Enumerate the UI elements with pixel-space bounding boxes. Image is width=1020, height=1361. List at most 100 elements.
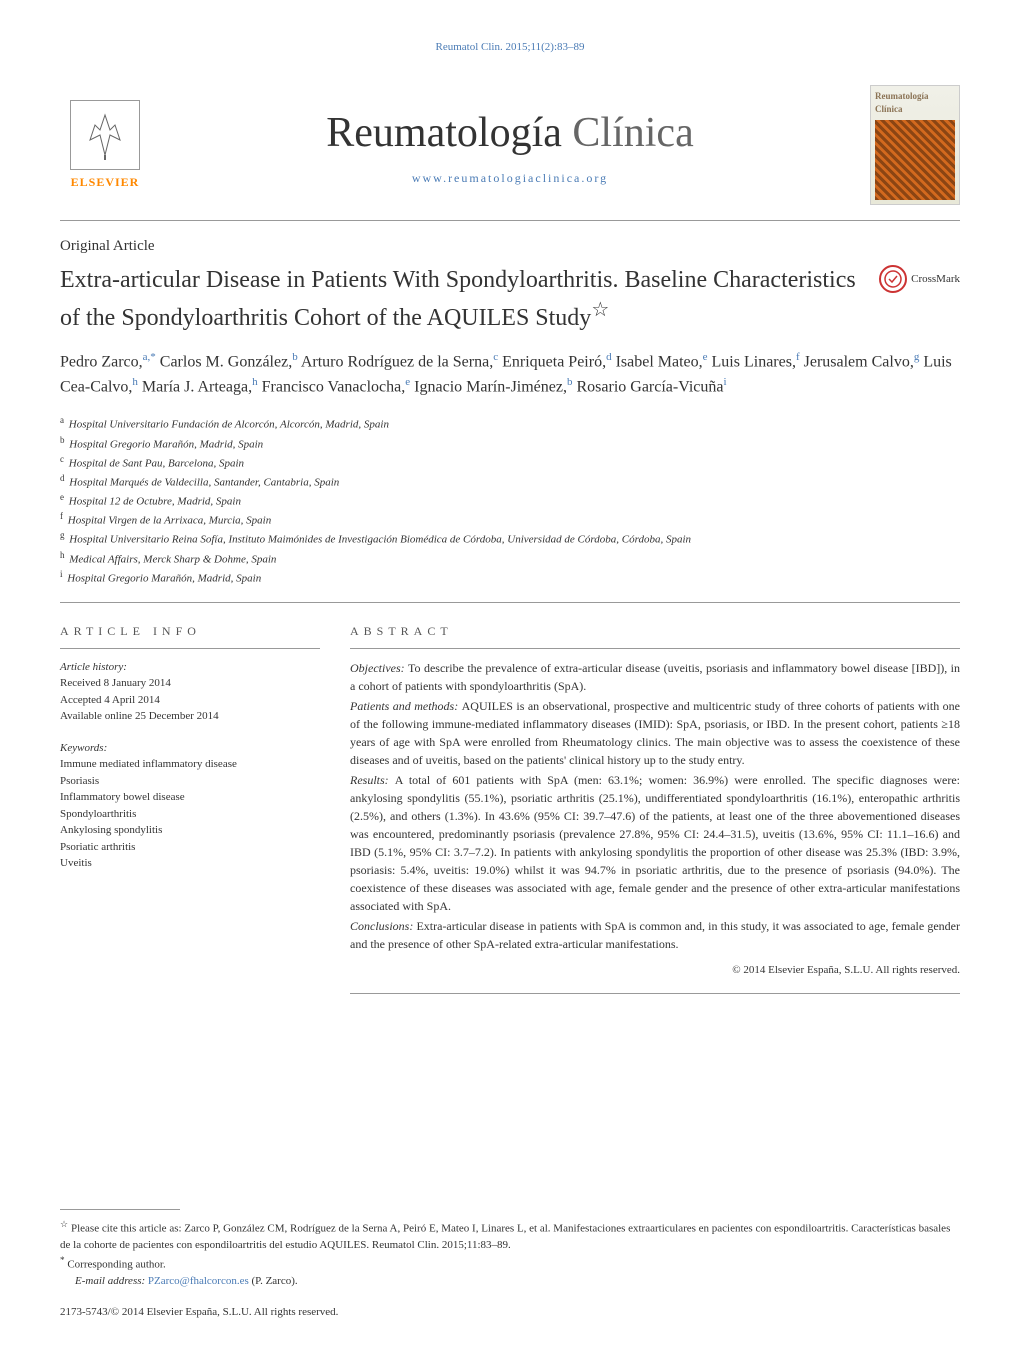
journal-title-sub: Clínica	[572, 110, 693, 156]
author: Ignacio Marín-Jiménez,	[414, 378, 567, 395]
abstract-end-divider	[350, 993, 960, 994]
authors-list: Pedro Zarco,a,* Carlos M. González,b Art…	[60, 349, 960, 400]
affiliation: d Hospital Marqués de Valdecilla, Santan…	[60, 472, 960, 491]
affil-label: c	[60, 454, 64, 464]
affil-label: d	[60, 473, 65, 483]
affil-label: f	[60, 511, 63, 521]
author-affil-sup: h	[132, 376, 138, 388]
author: Arturo Rodríguez de la Serna,	[301, 353, 493, 370]
keyword-item: Ankylosing spondylitis	[60, 822, 320, 839]
author-affil-sup: b	[567, 376, 573, 388]
abstract-header: ABSTRACT	[350, 623, 960, 640]
keyword-item: Spondyloarthritis	[60, 806, 320, 823]
elsevier-logo: ELSEVIER	[60, 95, 150, 195]
abstract-section: Objectives: To describe the prevalence o…	[350, 659, 960, 695]
affil-label: i	[60, 569, 63, 579]
journal-url[interactable]: www.reumatologiaclinica.org	[150, 170, 870, 187]
affiliation: i Hospital Gregorio Marañón, Madrid, Spa…	[60, 568, 960, 587]
crossmark-icon	[879, 265, 907, 293]
elsevier-text: ELSEVIER	[71, 174, 140, 191]
article-title-text: Extra-articular Disease in Patients With…	[60, 267, 856, 330]
affiliation: e Hospital 12 de Octubre, Madrid, Spain	[60, 491, 960, 510]
header-citation: Reumatol Clin. 2015;11(2):83–89	[60, 40, 960, 55]
affiliation: a Hospital Universitario Fundación de Al…	[60, 414, 960, 433]
author-affil-sup: g	[914, 351, 920, 363]
citation-note-mark: ☆	[60, 1219, 68, 1229]
author-affil-sup: b	[292, 351, 298, 363]
affil-label: h	[60, 550, 65, 560]
keyword-item: Uveitis	[60, 855, 320, 872]
keyword-item: Psoriasis	[60, 773, 320, 790]
abstract-copyright: © 2014 Elsevier España, S.L.U. All right…	[350, 963, 960, 978]
author: Isabel Mateo,	[616, 353, 703, 370]
corresponding-mark: *	[60, 1255, 65, 1265]
authors-divider	[60, 602, 960, 603]
abstract-section: Conclusions: Extra-articular disease in …	[350, 917, 960, 953]
abstract-section: Results: A total of 601 patients with Sp…	[350, 771, 960, 915]
footer: ☆ Please cite this article as: Zarco P, …	[60, 1209, 960, 1321]
email-label: E-mail address:	[75, 1275, 145, 1287]
left-column: ARTICLE INFO Article history: Received 8…	[60, 623, 320, 1009]
history-item: Received 8 January 2014	[60, 675, 320, 692]
history-item: Available online 25 December 2014	[60, 708, 320, 725]
article-title-row: Extra-articular Disease in Patients With…	[60, 265, 960, 333]
affiliation: b Hospital Gregorio Marañón, Madrid, Spa…	[60, 434, 960, 453]
cover-title: Reumatología Clínica	[875, 90, 955, 115]
article-info-header: ARTICLE INFO	[60, 623, 320, 640]
author: Pedro Zarco,	[60, 353, 143, 370]
email-line: E-mail address: PZarco@fhalcorcon.es (P.…	[75, 1273, 960, 1290]
author-affil-sup: d	[606, 351, 612, 363]
article-title: Extra-articular Disease in Patients With…	[60, 265, 859, 333]
email-link[interactable]: PZarco@fhalcorcon.es	[148, 1275, 249, 1287]
history-label: Article history:	[60, 659, 320, 676]
journal-title: Reumatología Clínica	[150, 104, 870, 163]
affil-label: g	[60, 530, 65, 540]
citation-note-text: Please cite this article as: Zarco P, Go…	[60, 1223, 950, 1252]
author: Jerusalem Calvo,	[804, 353, 914, 370]
article-type: Original Article	[60, 236, 960, 257]
author-affil-sup: e	[405, 376, 410, 388]
article-history: Article history: Received 8 January 2014…	[60, 659, 320, 725]
elsevier-tree-icon	[70, 100, 140, 170]
keyword-item: Immune mediated inflammatory disease	[60, 756, 320, 773]
abstract-section-label: Patients and methods:	[350, 699, 462, 713]
abstract-text: Objectives: To describe the prevalence o…	[350, 659, 960, 953]
affiliation: g Hospital Universitario Reina Sofía, In…	[60, 529, 960, 548]
affiliations-list: a Hospital Universitario Fundación de Al…	[60, 414, 960, 586]
affil-label: e	[60, 492, 64, 502]
affil-label: b	[60, 435, 65, 445]
author-affil-sup: c	[493, 351, 498, 363]
author: Rosario García-Vicuña	[576, 378, 723, 395]
journal-title-block: Reumatología Clínica www.reumatologiacli…	[150, 104, 870, 188]
email-name: (P. Zarco).	[252, 1275, 298, 1287]
issn-line: 2173-5743/© 2014 Elsevier España, S.L.U.…	[60, 1304, 960, 1321]
author-affil-sup: i	[723, 376, 726, 388]
right-column: ABSTRACT Objectives: To describe the pre…	[350, 623, 960, 1009]
header-row: ELSEVIER Reumatología Clínica www.reumat…	[60, 85, 960, 205]
keyword-item: Psoriatic arthritis	[60, 839, 320, 856]
author: Carlos M. González,	[160, 353, 292, 370]
author: María J. Arteaga,	[142, 378, 252, 395]
corresponding-author: * Corresponding author.	[60, 1254, 960, 1273]
author-affil-sup: a,*	[143, 351, 156, 363]
abstract-divider	[350, 648, 960, 649]
affiliation: c Hospital de Sant Pau, Barcelona, Spain	[60, 453, 960, 472]
affiliation: f Hospital Virgen de la Arrixaca, Murcia…	[60, 510, 960, 529]
footer-divider	[60, 1209, 180, 1210]
author-affil-sup: h	[252, 376, 258, 388]
abstract-section: Patients and methods: AQUILES is an obse…	[350, 697, 960, 769]
affil-label: a	[60, 415, 64, 425]
author-affil-sup: e	[703, 351, 708, 363]
abstract-section-label: Objectives:	[350, 661, 408, 675]
crossmark-badge[interactable]: CrossMark	[879, 265, 960, 293]
header-divider	[60, 220, 960, 221]
journal-cover: Reumatología Clínica	[870, 85, 960, 205]
abstract-section-label: Conclusions:	[350, 919, 416, 933]
author: Luis Linares,	[712, 353, 796, 370]
abstract-section-label: Results:	[350, 773, 395, 787]
author: Enriqueta Peiró,	[502, 353, 606, 370]
info-divider	[60, 648, 320, 649]
keyword-item: Inflammatory bowel disease	[60, 789, 320, 806]
corresponding-text: Corresponding author.	[67, 1258, 165, 1270]
affiliation: h Medical Affairs, Merck Sharp & Dohme, …	[60, 549, 960, 568]
